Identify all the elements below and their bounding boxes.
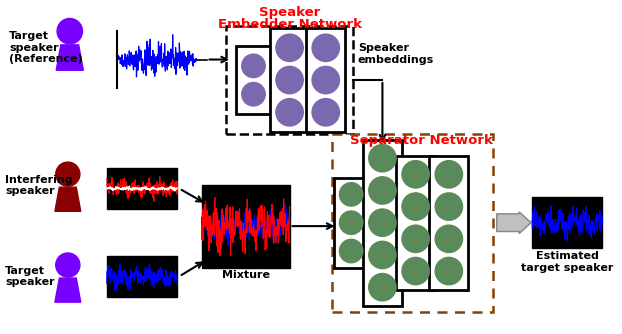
FancyArrow shape <box>497 212 531 233</box>
Circle shape <box>312 99 340 126</box>
Bar <box>532 197 602 248</box>
Circle shape <box>312 66 340 94</box>
Circle shape <box>56 162 80 186</box>
Text: Embedder Network: Embedder Network <box>218 17 361 30</box>
Text: Speaker
embeddings: Speaker embeddings <box>358 43 434 64</box>
Bar <box>333 178 369 268</box>
Circle shape <box>242 54 265 77</box>
Circle shape <box>402 193 429 220</box>
Circle shape <box>369 274 396 301</box>
Circle shape <box>242 82 265 106</box>
Bar <box>363 140 402 306</box>
Bar <box>202 185 290 268</box>
Bar <box>396 156 435 290</box>
Polygon shape <box>55 187 81 211</box>
Circle shape <box>369 209 396 236</box>
Text: Interfering
speaker: Interfering speaker <box>6 175 73 196</box>
Circle shape <box>369 241 396 269</box>
Circle shape <box>402 225 429 253</box>
Circle shape <box>369 177 396 204</box>
Text: Separator Network: Separator Network <box>350 134 493 147</box>
Circle shape <box>340 183 363 206</box>
Bar <box>226 26 353 134</box>
Bar <box>107 256 177 297</box>
Circle shape <box>56 253 80 277</box>
Circle shape <box>435 258 463 285</box>
Text: Target
speaker
(Reference): Target speaker (Reference) <box>9 31 83 64</box>
Polygon shape <box>56 45 83 70</box>
Circle shape <box>57 18 83 44</box>
Bar <box>236 46 271 114</box>
Circle shape <box>402 161 429 188</box>
Circle shape <box>435 193 463 220</box>
Circle shape <box>276 99 304 126</box>
Text: Speaker: Speaker <box>259 6 320 19</box>
Circle shape <box>435 161 463 188</box>
Circle shape <box>402 258 429 285</box>
Circle shape <box>276 66 304 94</box>
Circle shape <box>312 34 340 61</box>
Circle shape <box>369 145 396 172</box>
Text: Target
speaker: Target speaker <box>6 266 55 287</box>
Text: Mixture: Mixture <box>221 270 270 280</box>
Bar <box>332 134 493 312</box>
Circle shape <box>276 34 304 61</box>
Circle shape <box>340 239 363 263</box>
Bar <box>306 28 345 132</box>
Circle shape <box>340 211 363 234</box>
Bar <box>429 156 468 290</box>
Bar <box>270 28 309 132</box>
Polygon shape <box>55 278 81 302</box>
Bar <box>107 168 177 209</box>
Text: Estimated
target speaker: Estimated target speaker <box>521 251 613 273</box>
Circle shape <box>435 225 463 253</box>
